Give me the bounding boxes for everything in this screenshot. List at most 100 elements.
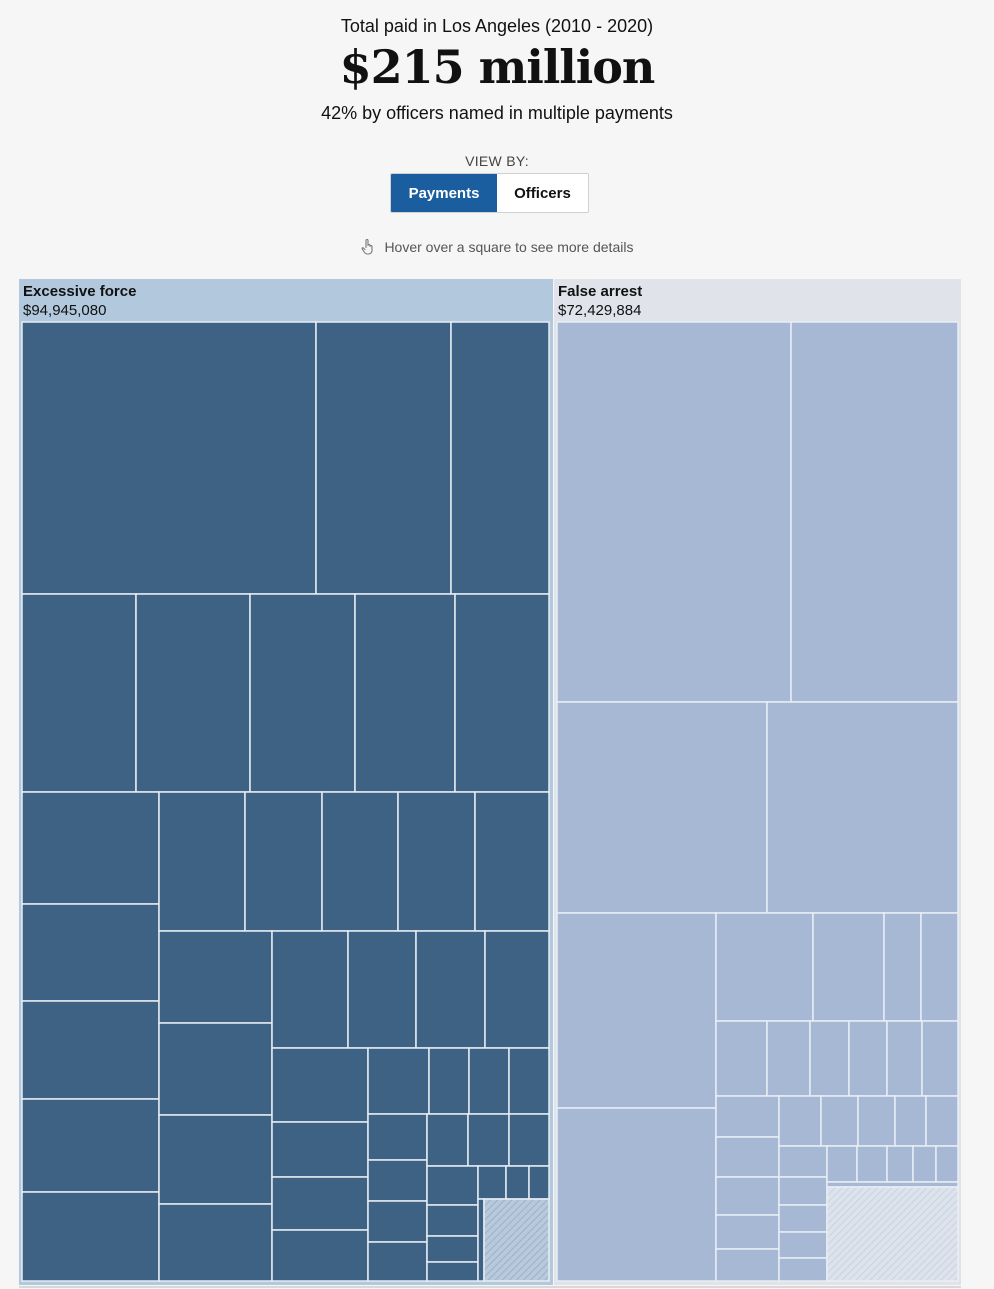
false-arrest-cells (556, 321, 959, 1282)
false-arrest-payment-cell[interactable] (925, 1095, 959, 1147)
excessive-force-payment-cell[interactable] (271, 1121, 369, 1178)
excessive-force-payment-cell[interactable] (477, 1198, 485, 1282)
excessive-force-payment-cell[interactable] (428, 1047, 470, 1115)
excessive-force-payment-cell[interactable] (354, 593, 456, 793)
officers-button[interactable]: Officers (497, 174, 588, 212)
excessive-force-payment-cell[interactable] (347, 930, 417, 1049)
excessive-force-payment-cell[interactable] (271, 1176, 369, 1231)
excessive-force-payment-cell[interactable] (508, 1113, 550, 1167)
false-arrest-payment-cell[interactable] (715, 1136, 780, 1178)
excessive-force-header: Excessive force $94,945,080 (19, 279, 553, 322)
false-arrest-payment-cell[interactable] (778, 1257, 828, 1282)
excessive-force-payment-cell[interactable] (21, 791, 160, 905)
false-arrest-payment-cell[interactable] (715, 912, 814, 1022)
excessive-force-payment-cell[interactable] (454, 593, 550, 793)
excessive-force-payment-cell[interactable] (21, 593, 137, 793)
excessive-force-payment-cell[interactable] (158, 930, 273, 1024)
excessive-force-payment-cell[interactable] (321, 791, 399, 932)
false-arrest-payment-cell[interactable] (857, 1095, 896, 1147)
false-arrest-payment-cell[interactable] (715, 1248, 780, 1282)
false-arrest-payment-cell[interactable] (886, 1020, 923, 1097)
false-arrest-payment-cell[interactable] (556, 912, 717, 1109)
excessive-force-payment-cell[interactable] (367, 1047, 430, 1115)
excessive-force-payment-cell[interactable] (367, 1241, 428, 1282)
excessive-force-payment-cell[interactable] (271, 930, 349, 1049)
group-value: $94,945,080 (23, 302, 107, 319)
excessive-force-payment-cell[interactable] (426, 1165, 479, 1206)
excessive-force-payment-cell[interactable] (271, 1229, 369, 1282)
false-arrest-payment-cell[interactable] (766, 701, 959, 914)
false-arrest-payment-cell[interactable] (912, 1145, 937, 1183)
false-arrest-payment-cell[interactable] (826, 1145, 858, 1183)
excessive-force-payment-cell[interactable] (135, 593, 251, 793)
excessive-force-payment-cell[interactable] (21, 1098, 160, 1193)
false-arrest-payment-cell[interactable] (812, 912, 885, 1022)
excessive-force-payment-cell[interactable] (21, 321, 317, 595)
excessive-force-payment-cell[interactable] (367, 1200, 428, 1243)
excessive-force-payment-cell[interactable] (426, 1204, 479, 1237)
excessive-force-payment-cell[interactable] (450, 321, 550, 595)
excessive-force-payment-cell[interactable] (474, 791, 550, 932)
false-arrest-payment-cell[interactable] (778, 1095, 822, 1147)
excessive-force-payment-cell[interactable] (477, 1165, 507, 1200)
false-arrest-payment-cell[interactable] (820, 1095, 859, 1147)
false-arrest-payment-cell[interactable] (778, 1204, 828, 1233)
false-arrest-payment-cell[interactable] (556, 321, 792, 703)
false-arrest-payment-cell[interactable] (886, 1145, 914, 1183)
excessive-force-payment-cell[interactable] (158, 1203, 273, 1282)
false-arrest-payment-cell[interactable] (715, 1176, 780, 1216)
false-arrest-payment-cell[interactable] (809, 1020, 850, 1097)
false-arrest-payment-cell[interactable] (790, 321, 959, 703)
chart-kicker: Total paid in Los Angeles (2010 - 2020) (340, 16, 654, 36)
false-arrest-header: False arrest $72,429,884 (554, 279, 961, 322)
false-arrest-payment-cell[interactable] (856, 1145, 888, 1183)
excessive-force-payment-cell[interactable] (158, 1022, 273, 1116)
false-arrest-payment-cell[interactable] (715, 1020, 768, 1097)
excessive-force-payment-cell[interactable] (426, 1235, 479, 1263)
excessive-force-payment-cell[interactable] (397, 791, 476, 932)
excessive-force-payment-cell[interactable] (249, 593, 356, 793)
excessive-force-payment-cell[interactable] (21, 903, 160, 1002)
excessive-force-payment-cell[interactable] (367, 1159, 428, 1202)
excessive-force-payment-cell[interactable] (21, 1191, 160, 1282)
false-arrest-payment-cell[interactable] (778, 1145, 828, 1178)
excessive-force-payment-cell[interactable] (315, 321, 452, 595)
false-arrest-payment-cell[interactable] (894, 1095, 927, 1147)
false-arrest-payment-cell[interactable] (921, 1020, 959, 1097)
view-toggle: Payments Officers (390, 173, 589, 213)
excessive-force-payment-cell[interactable] (244, 791, 323, 932)
false-arrest-payment-cell[interactable] (778, 1176, 828, 1206)
excessive-force-payment-cell[interactable] (158, 791, 246, 932)
group-title: False arrest (558, 283, 643, 300)
false-arrest-payment-cell[interactable] (883, 912, 922, 1022)
excessive-force-payment-cell[interactable] (508, 1047, 550, 1115)
excessive-force-payment-cell[interactable] (467, 1113, 510, 1167)
false-arrest-payment-cell[interactable] (848, 1020, 888, 1097)
excessive-force-payment-cell[interactable] (426, 1261, 479, 1282)
excessive-force-small-payments-cell[interactable] (483, 1198, 550, 1282)
excessive-force-payment-cell[interactable] (271, 1047, 369, 1123)
excessive-force-payment-cell[interactable] (468, 1047, 510, 1115)
excessive-force-payment-cell[interactable] (158, 1114, 273, 1205)
false-arrest-payment-cell[interactable] (920, 912, 959, 1022)
pointer-hand-icon (361, 238, 373, 255)
excessive-force-payment-cell[interactable] (426, 1113, 469, 1167)
excessive-force-payment-cell[interactable] (415, 930, 486, 1049)
excessive-force-payment-cell[interactable] (367, 1113, 428, 1161)
false-arrest-payment-cell[interactable] (556, 1107, 717, 1282)
false-arrest-payment-cell[interactable] (766, 1020, 811, 1097)
payments-button[interactable]: Payments (391, 174, 497, 212)
excessive-force-payment-cell[interactable] (505, 1165, 530, 1200)
false-arrest-payment-cell[interactable] (556, 701, 768, 914)
false-arrest-payment-cell[interactable] (715, 1095, 780, 1138)
excessive-force-payment-cell[interactable] (528, 1165, 550, 1200)
excessive-force-cells (21, 321, 550, 1282)
excessive-force-payment-cell[interactable] (21, 1000, 160, 1100)
false-arrest-payment-cell[interactable] (935, 1145, 959, 1183)
hover-hint-text: Hover over a square to see more details (384, 239, 634, 255)
false-arrest-payment-cell[interactable] (778, 1231, 828, 1259)
false-arrest-small-payments-cell[interactable] (826, 1186, 959, 1282)
false-arrest-payment-cell[interactable] (715, 1214, 780, 1250)
excessive-force-payment-cell[interactable] (484, 930, 550, 1049)
